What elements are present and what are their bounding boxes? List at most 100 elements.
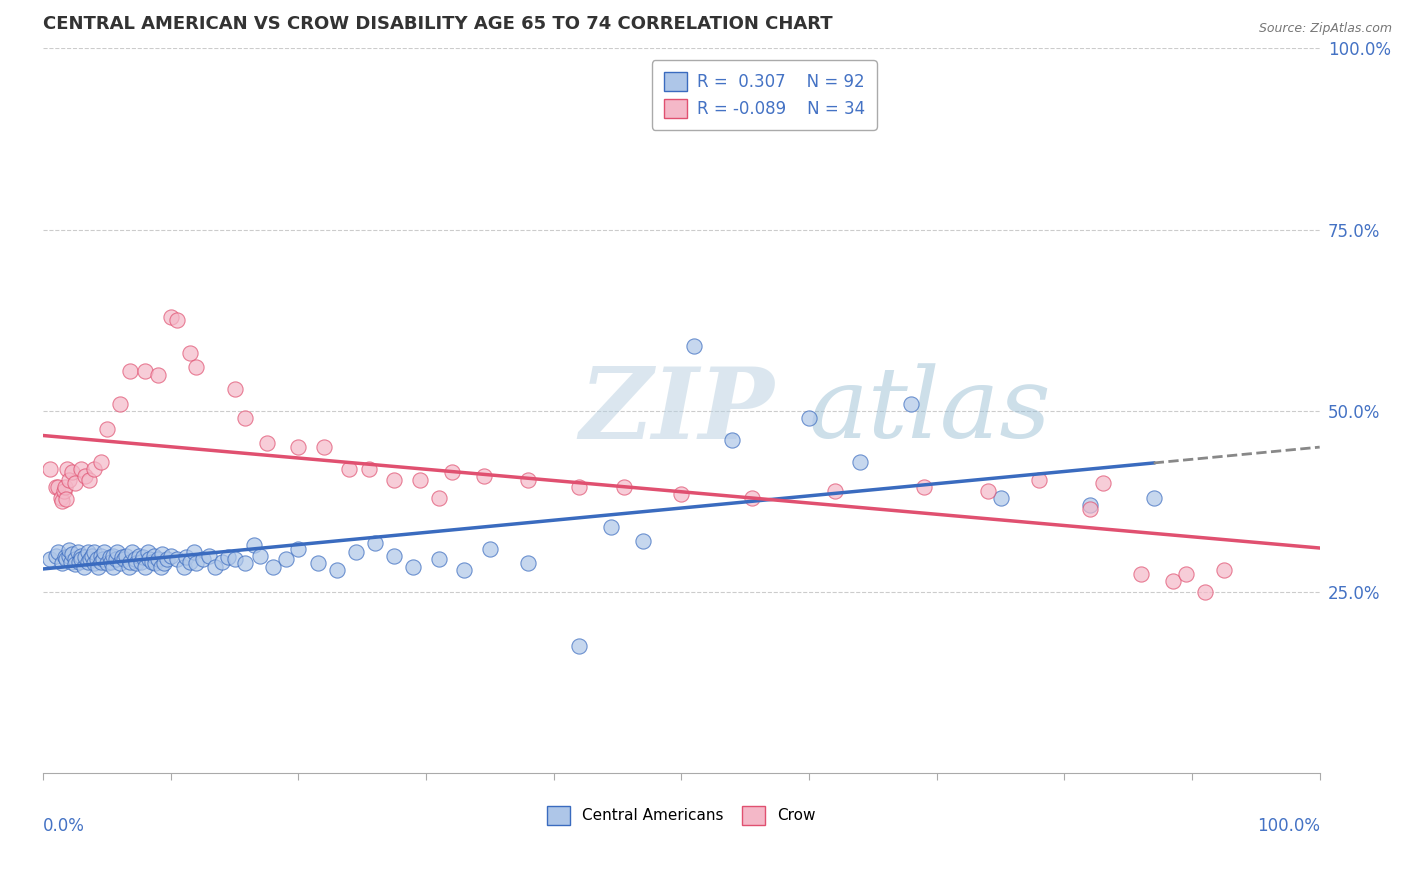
Point [1194,585,1216,599]
Point [58,473,80,487]
Point [224,382,246,396]
Point [60,555,83,569]
Point [912,480,935,494]
Point [478,541,501,556]
Point [90,549,112,563]
Point [63,552,86,566]
Point [382,473,405,487]
Point [91,552,114,566]
Point [48,545,70,559]
Point [631,534,654,549]
Point [55,492,77,507]
Point [124,552,146,566]
Point [325,563,347,577]
Point [233,411,256,425]
Point [136,545,159,559]
Point [70,552,93,566]
Point [96,422,118,436]
Point [721,433,744,447]
Point [38,462,60,476]
Point [86,552,108,566]
Point [115,549,138,563]
Point [186,360,208,375]
Point [90,555,112,569]
Point [70,549,93,563]
Point [256,436,278,450]
Point [121,545,143,559]
Point [1129,566,1152,581]
Point [134,559,156,574]
Point [111,550,134,565]
Point [409,473,432,487]
Point [1078,498,1101,512]
Point [48,480,70,494]
Point [83,556,105,570]
Point [75,550,97,565]
Point [80,549,103,563]
Point [204,559,226,574]
Point [427,491,450,505]
Text: 100.0%: 100.0% [1257,817,1320,835]
Point [53,480,76,494]
Point [112,552,135,566]
Point [63,558,86,572]
Point [183,545,205,559]
Point [671,487,693,501]
Point [211,555,233,569]
Point [51,556,73,570]
Text: CENTRAL AMERICAN VS CROW DISABILITY AGE 65 TO 74 CORRELATION CHART: CENTRAL AMERICAN VS CROW DISABILITY AGE … [44,15,832,33]
Point [179,346,201,360]
Point [62,547,84,561]
Point [824,483,846,498]
Point [741,491,763,505]
Point [98,550,121,565]
Point [1091,476,1114,491]
Point [440,466,463,480]
Point [87,559,110,574]
Point [517,556,540,570]
Point [45,480,67,494]
Point [45,549,67,563]
Point [146,552,169,566]
Point [146,368,169,382]
Legend: Central Americans, Crow: Central Americans, Crow [541,800,823,830]
Point [38,552,60,566]
Point [105,545,128,559]
Point [66,545,89,559]
Point [1028,473,1050,487]
Point [339,462,361,476]
Point [131,550,153,565]
Point [76,555,98,569]
Point [93,545,115,559]
Point [287,541,309,556]
Point [382,549,405,563]
Point [1174,566,1197,581]
Point [143,549,166,563]
Point [128,549,150,563]
Text: ZIP: ZIP [579,362,775,459]
Point [103,559,125,574]
Point [75,469,97,483]
Point [357,462,380,476]
Point [1213,563,1236,577]
Point [149,559,172,574]
Point [287,440,309,454]
Point [63,476,86,491]
Point [150,547,173,561]
Point [797,411,820,425]
Point [79,552,101,566]
Point [849,454,872,468]
Point [683,338,706,352]
Point [156,552,179,566]
Point [166,313,188,327]
Point [108,556,131,570]
Text: Source: ZipAtlas.com: Source: ZipAtlas.com [1258,22,1392,36]
Point [179,555,201,569]
Point [312,440,335,454]
Point [224,552,246,566]
Point [83,462,105,476]
Point [249,549,271,563]
Text: atlas: atlas [808,363,1052,458]
Point [191,552,214,566]
Point [108,396,131,410]
